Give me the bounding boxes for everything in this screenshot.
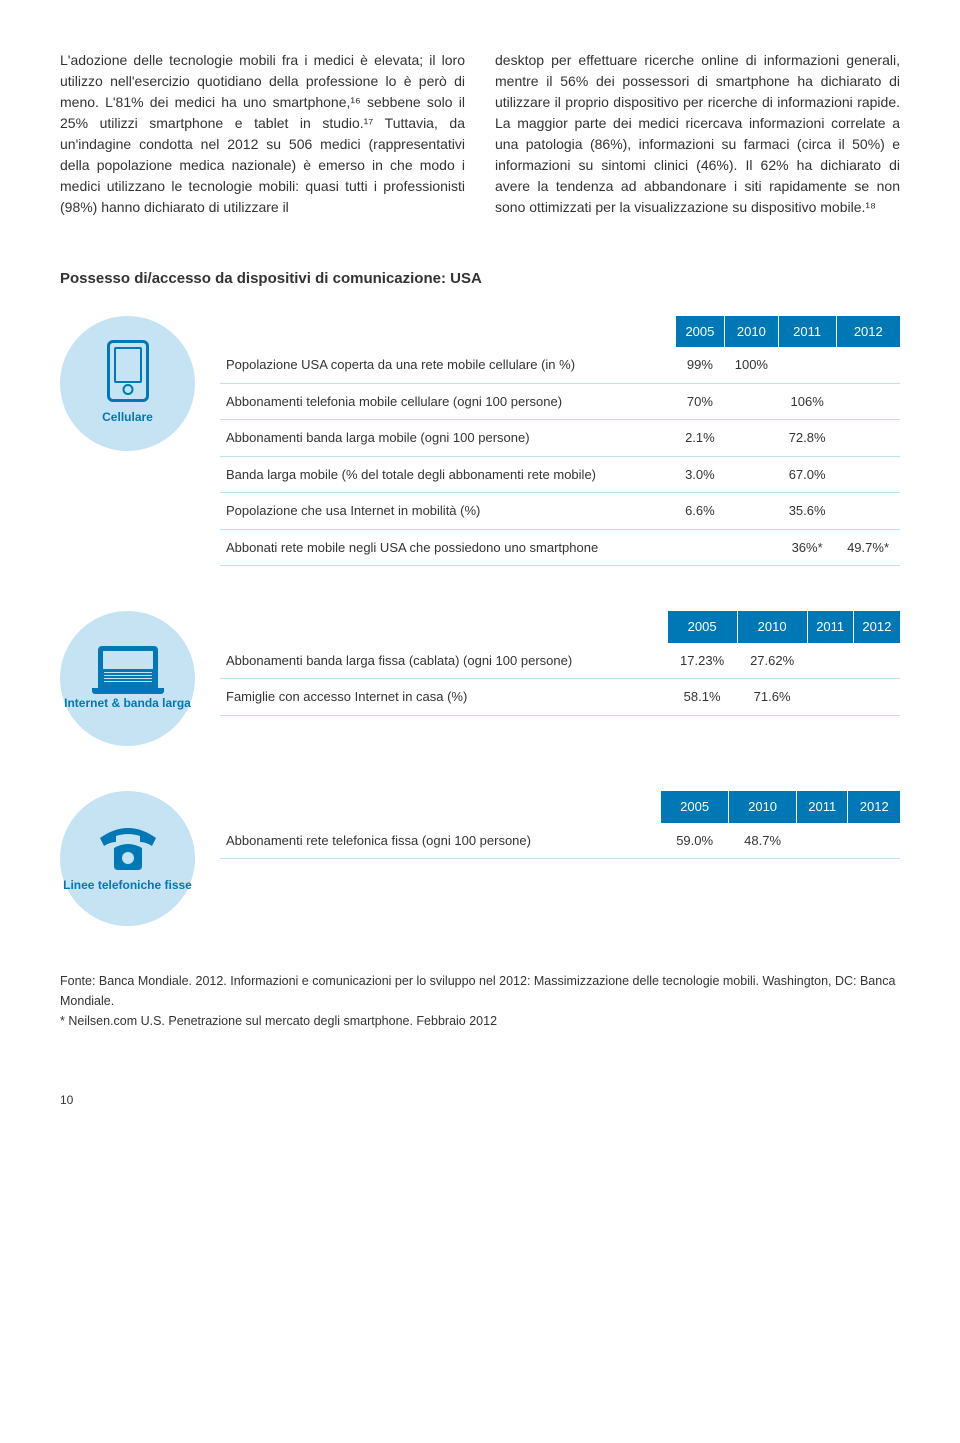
table-row: Banda larga mobile (% del totale degli a… bbox=[220, 456, 900, 493]
row-label: Abbonamenti telefonia mobile cellulare (… bbox=[220, 383, 675, 420]
table-row: Abbonamenti telefonia mobile cellulare (… bbox=[220, 383, 900, 420]
header-year: 2012 bbox=[853, 611, 900, 643]
header-spacer bbox=[220, 316, 675, 348]
badge-landline: Linee telefoniche fisse bbox=[60, 791, 195, 926]
row-value bbox=[836, 383, 900, 420]
row-value bbox=[853, 679, 900, 716]
header-year: 2005 bbox=[667, 611, 737, 643]
header-year: 2011 bbox=[797, 791, 848, 823]
tbody-internet: Abbonamenti banda larga fissa (cablata) … bbox=[220, 643, 900, 716]
block-internet: Internet & banda larga 2005 2010 2011 20… bbox=[60, 611, 900, 746]
row-value bbox=[778, 347, 836, 383]
footnote: Fonte: Banca Mondiale. 2012. Informazion… bbox=[60, 971, 900, 1031]
badge-internet: Internet & banda larga bbox=[60, 611, 195, 746]
row-value: 70% bbox=[675, 383, 724, 420]
row-value bbox=[807, 643, 853, 679]
row-value: 27.62% bbox=[737, 643, 807, 679]
table-row: Abbonamenti banda larga mobile (ogni 100… bbox=[220, 420, 900, 457]
row-value: 49.7%* bbox=[836, 529, 900, 566]
row-value: 2.1% bbox=[675, 420, 724, 457]
row-value bbox=[836, 420, 900, 457]
header-year: 2005 bbox=[661, 791, 729, 823]
row-label: Abbonamenti rete telefonica fissa (ogni … bbox=[220, 823, 661, 859]
table-row: Popolazione che usa Internet in mobilità… bbox=[220, 493, 900, 530]
smartphone-icon bbox=[107, 340, 149, 402]
row-value: 35.6% bbox=[778, 493, 836, 530]
table-internet: 2005 2010 2011 2012 Abbonamenti banda la… bbox=[220, 611, 900, 716]
phone-handset-icon bbox=[96, 824, 160, 870]
row-value bbox=[675, 529, 724, 566]
row-value: 48.7% bbox=[729, 823, 797, 859]
table-row: Abbonamenti rete telefonica fissa (ogni … bbox=[220, 823, 900, 859]
row-value: 100% bbox=[725, 347, 779, 383]
row-value: 67.0% bbox=[778, 456, 836, 493]
header-year: 2010 bbox=[737, 611, 807, 643]
row-value bbox=[797, 823, 848, 859]
row-label: Abbonati rete mobile negli USA che possi… bbox=[220, 529, 675, 566]
header-year: 2010 bbox=[729, 791, 797, 823]
row-label: Abbonamenti banda larga fissa (cablata) … bbox=[220, 643, 667, 679]
row-value: 36%* bbox=[778, 529, 836, 566]
table-row: Famiglie con accesso Internet in casa (%… bbox=[220, 679, 900, 716]
intro-right: desktop per effettuare ricerche online d… bbox=[495, 50, 900, 218]
table-cellular: 2005 2010 2011 2012 Popolazione USA cope… bbox=[220, 316, 900, 567]
badge-landline-label: Linee telefoniche fisse bbox=[63, 878, 192, 894]
header-year: 2012 bbox=[836, 316, 900, 348]
row-label: Banda larga mobile (% del totale degli a… bbox=[220, 456, 675, 493]
badge-internet-label: Internet & banda larga bbox=[64, 696, 191, 712]
row-value bbox=[725, 529, 779, 566]
row-value: 71.6% bbox=[737, 679, 807, 716]
header-year: 2012 bbox=[848, 791, 900, 823]
badge-cellular: Cellulare bbox=[60, 316, 195, 451]
row-label: Popolazione che usa Internet in mobilità… bbox=[220, 493, 675, 530]
row-value: 99% bbox=[675, 347, 724, 383]
row-value: 59.0% bbox=[661, 823, 729, 859]
intro-left: L'adozione delle tecnologie mobili fra i… bbox=[60, 50, 465, 218]
row-value: 106% bbox=[778, 383, 836, 420]
laptop-icon bbox=[98, 646, 158, 688]
row-value: 58.1% bbox=[667, 679, 737, 716]
header-year: 2011 bbox=[778, 316, 836, 348]
row-value bbox=[836, 456, 900, 493]
header-year: 2011 bbox=[807, 611, 853, 643]
header-year: 2005 bbox=[675, 316, 724, 348]
section-title: Possesso di/accesso da dispositivi di co… bbox=[60, 268, 900, 291]
row-value bbox=[725, 420, 779, 457]
row-value: 3.0% bbox=[675, 456, 724, 493]
table-row: Popolazione USA coperta da una rete mobi… bbox=[220, 347, 900, 383]
header-spacer bbox=[220, 611, 667, 643]
header-spacer bbox=[220, 791, 661, 823]
block-landline: Linee telefoniche fisse 2005 2010 2011 2… bbox=[60, 791, 900, 926]
row-value: 6.6% bbox=[675, 493, 724, 530]
table-row: Abbonati rete mobile negli USA che possi… bbox=[220, 529, 900, 566]
intro-columns: L'adozione delle tecnologie mobili fra i… bbox=[60, 50, 900, 218]
row-value bbox=[725, 383, 779, 420]
table-row: Abbonamenti banda larga fissa (cablata) … bbox=[220, 643, 900, 679]
page-number: 10 bbox=[60, 1091, 900, 1109]
row-label: Famiglie con accesso Internet in casa (%… bbox=[220, 679, 667, 716]
row-value bbox=[848, 823, 900, 859]
header-year: 2010 bbox=[725, 316, 779, 348]
row-label: Popolazione USA coperta da una rete mobi… bbox=[220, 347, 675, 383]
row-value bbox=[725, 456, 779, 493]
footnote-line1: Fonte: Banca Mondiale. 2012. Informazion… bbox=[60, 971, 900, 1011]
table-landline: 2005 2010 2011 2012 Abbonamenti rete tel… bbox=[220, 791, 900, 859]
row-value bbox=[725, 493, 779, 530]
footnote-line2: * Neilsen.com U.S. Penetrazione sul merc… bbox=[60, 1011, 900, 1031]
row-value bbox=[836, 347, 900, 383]
row-value: 17.23% bbox=[667, 643, 737, 679]
tbody-landline: Abbonamenti rete telefonica fissa (ogni … bbox=[220, 823, 900, 859]
badge-cellular-label: Cellulare bbox=[102, 410, 153, 426]
row-value: 72.8% bbox=[778, 420, 836, 457]
row-value bbox=[836, 493, 900, 530]
row-value bbox=[853, 643, 900, 679]
block-cellular: Cellulare 2005 2010 2011 2012 Popolazion… bbox=[60, 316, 900, 567]
row-value bbox=[807, 679, 853, 716]
tbody-cellular: Popolazione USA coperta da una rete mobi… bbox=[220, 347, 900, 566]
row-label: Abbonamenti banda larga mobile (ogni 100… bbox=[220, 420, 675, 457]
